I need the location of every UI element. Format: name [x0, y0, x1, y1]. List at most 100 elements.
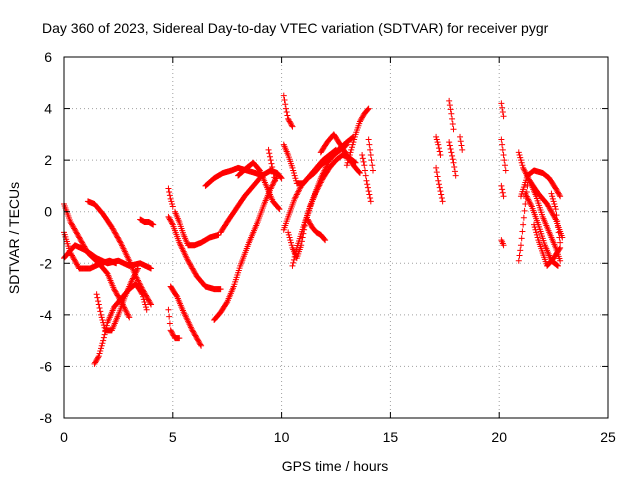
data-point: [313, 188, 320, 195]
data-point: [321, 236, 328, 243]
data-point: [523, 193, 530, 200]
data-point: [367, 194, 374, 201]
data-point: [187, 261, 194, 268]
data-point: [435, 181, 442, 188]
data-point: [265, 146, 272, 153]
data-point: [130, 274, 137, 281]
data-point: [290, 170, 297, 177]
data-point: [73, 260, 80, 267]
data-point: [126, 314, 133, 321]
data-point: [290, 259, 297, 266]
data-point: [349, 141, 356, 148]
data-point: [74, 261, 81, 268]
data-point: [95, 301, 102, 308]
data-point: [447, 106, 454, 113]
data-point: [314, 186, 321, 193]
data-point: [359, 151, 366, 158]
data-point: [285, 117, 292, 124]
data-point: [269, 167, 276, 174]
data-point: [144, 295, 151, 302]
data-point: [68, 221, 75, 228]
data-point: [554, 189, 561, 196]
data-point: [547, 207, 554, 214]
data-point: [103, 269, 110, 276]
data-point: [288, 239, 295, 246]
data-point: [525, 197, 532, 204]
data-point: [97, 308, 104, 315]
data-point: [287, 119, 294, 126]
data-point: [450, 159, 457, 166]
data-point: [190, 266, 197, 273]
data-point: [195, 337, 202, 344]
data-point: [189, 265, 196, 272]
data-point: [293, 191, 300, 198]
data-point: [73, 229, 80, 236]
data-point: [168, 328, 175, 335]
data-point: [545, 203, 552, 210]
data-point: [125, 313, 132, 320]
data-point: [69, 253, 76, 260]
data-point: [368, 157, 375, 164]
data-point: [553, 186, 560, 193]
data-point: [194, 336, 201, 343]
data-point: [116, 238, 123, 245]
data-point: [193, 335, 200, 342]
data-point: [186, 260, 193, 267]
data-point: [282, 101, 289, 108]
data-point: [438, 191, 445, 198]
data-point: [111, 287, 118, 294]
data-point: [92, 359, 99, 366]
data-point: [556, 191, 563, 198]
data-point: [166, 320, 173, 327]
data-point: [291, 172, 298, 179]
data-point: [553, 212, 560, 219]
data-point: [185, 258, 192, 265]
data-point: [367, 151, 374, 158]
data-point: [448, 149, 455, 156]
data-point: [188, 264, 195, 271]
data-point: [191, 269, 198, 276]
data-point: [112, 288, 119, 295]
data-point: [554, 262, 561, 269]
data-point: [267, 157, 274, 164]
data-point: [362, 172, 369, 179]
data-point: [113, 260, 120, 267]
data-point: [346, 151, 353, 158]
data-point: [165, 185, 172, 192]
data-point: [315, 183, 322, 190]
data-point: [283, 109, 290, 116]
data-point: [95, 353, 102, 360]
data-point: [288, 242, 295, 249]
data-point: [533, 231, 540, 238]
data-point: [72, 258, 79, 265]
data-point: [103, 322, 110, 329]
data-point: [166, 215, 173, 222]
data-point: [520, 214, 527, 221]
data-point: [99, 340, 106, 347]
data-point: [70, 255, 77, 262]
data-point: [168, 219, 175, 226]
data-point: [145, 297, 152, 304]
data-point: [452, 172, 459, 179]
data-point: [499, 146, 506, 153]
data-point: [358, 115, 365, 122]
y-tick-label: -4: [40, 307, 53, 323]
data-point: [111, 229, 118, 236]
data-point: [500, 151, 507, 158]
data-point: [113, 231, 120, 238]
data-point: [70, 224, 77, 231]
data-point: [546, 206, 553, 213]
data-point: [132, 271, 139, 278]
data-point: [114, 292, 121, 299]
data-point: [552, 203, 559, 210]
data-point: [217, 286, 224, 293]
data-point: [98, 342, 105, 349]
data-point: [129, 276, 136, 283]
data-point: [143, 306, 150, 313]
data-point: [557, 239, 564, 246]
data-point: [167, 327, 174, 334]
data-point: [197, 341, 204, 348]
data-point: [549, 195, 556, 202]
data-point: [498, 136, 505, 143]
